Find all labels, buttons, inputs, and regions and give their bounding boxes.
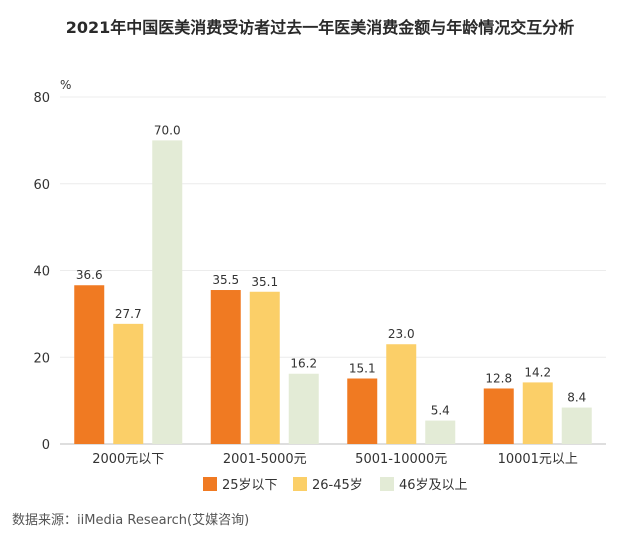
y-tick-label: 40 [33,265,50,280]
data-label: 5.4 [431,404,450,418]
data-label: 14.2 [524,365,551,379]
data-label: 15.1 [349,362,376,376]
y-tick-label: 60 [33,178,50,193]
legend-label: 46岁及以上 [399,478,468,493]
data-label: 35.1 [251,275,278,289]
y-tick-label: 20 [33,351,50,366]
bar [347,378,378,444]
data-label: 36.6 [76,268,103,282]
bar [210,290,241,444]
y-axis-unit: % [60,78,71,92]
bar [425,420,456,444]
x-tick-label: 2001-5000元 [223,452,307,467]
bar [288,373,319,444]
y-tick-label: 80 [33,91,50,106]
x-tick-label: 10001元以上 [498,452,578,467]
y-tick-label: 0 [42,438,50,453]
legend-swatch [380,477,394,491]
bar [152,140,183,444]
chart-title: 2021年中国医美消费受访者过去一年医美消费金额与年龄情况交互分析 [65,18,575,37]
bar [522,382,553,444]
data-label: 23.0 [388,327,415,341]
bar [386,344,417,444]
data-label: 16.2 [290,357,317,371]
legend-swatch [203,477,217,491]
data-label: 27.7 [115,307,142,321]
data-label: 35.5 [212,273,239,287]
legend-label: 25岁以下 [222,478,278,493]
data-label: 8.4 [567,391,586,405]
data-label: 12.8 [485,371,512,385]
bar [74,285,105,444]
source-note: 数据来源：iiMedia Research(艾媒咨询) [12,513,250,528]
x-tick-label: 2000元以下 [92,452,164,467]
bar [483,388,514,444]
legend-label: 26-45岁 [312,478,363,493]
x-tick-label: 5001-10000元 [355,452,447,467]
bar [249,291,280,444]
data-label: 70.0 [154,123,181,137]
bar [561,407,592,444]
bar [113,323,144,444]
legend-swatch [293,477,307,491]
